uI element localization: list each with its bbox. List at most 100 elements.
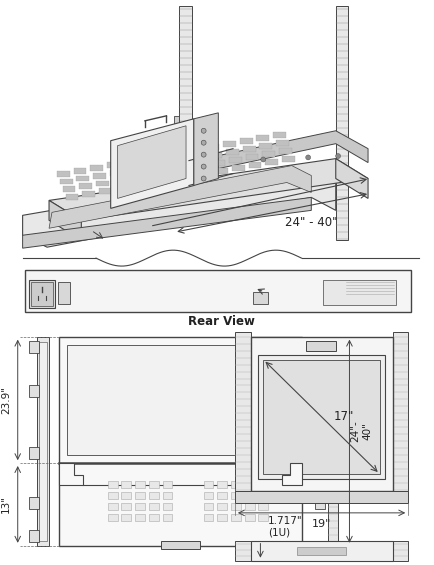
Bar — [37, 337, 49, 546]
Bar — [244, 492, 254, 499]
Bar — [203, 503, 213, 510]
Circle shape — [156, 293, 157, 294]
Bar — [30, 530, 39, 542]
Bar — [250, 337, 391, 491]
Polygon shape — [59, 463, 83, 485]
Circle shape — [162, 293, 164, 294]
Bar — [148, 492, 158, 499]
Bar — [58, 282, 69, 304]
Bar — [121, 514, 131, 521]
Bar — [135, 503, 145, 510]
Bar — [108, 503, 117, 510]
Polygon shape — [162, 168, 175, 175]
Polygon shape — [190, 147, 202, 153]
Polygon shape — [59, 179, 72, 185]
Circle shape — [305, 155, 310, 160]
Polygon shape — [66, 194, 78, 201]
Bar — [250, 541, 391, 560]
Polygon shape — [151, 290, 179, 302]
Circle shape — [173, 297, 174, 299]
Bar — [217, 514, 227, 521]
Polygon shape — [148, 180, 161, 185]
Polygon shape — [206, 144, 219, 150]
Bar — [30, 447, 39, 459]
Polygon shape — [281, 463, 301, 485]
Circle shape — [201, 176, 206, 181]
Bar — [24, 270, 410, 312]
Bar — [258, 492, 268, 499]
Polygon shape — [242, 146, 255, 151]
Bar — [230, 514, 240, 521]
Polygon shape — [159, 160, 172, 167]
Text: 19": 19" — [311, 519, 331, 529]
Text: 24" - 40": 24" - 40" — [284, 216, 337, 229]
Circle shape — [159, 293, 161, 294]
Bar — [108, 492, 117, 499]
Bar — [217, 481, 227, 488]
Polygon shape — [23, 197, 311, 248]
Polygon shape — [276, 140, 288, 146]
Bar — [391, 332, 407, 491]
Polygon shape — [126, 167, 139, 172]
Bar — [244, 481, 254, 488]
Bar — [148, 481, 158, 488]
Polygon shape — [112, 177, 125, 184]
Text: 17": 17" — [333, 410, 353, 423]
Polygon shape — [140, 155, 152, 162]
Bar — [30, 341, 39, 353]
Bar — [230, 492, 240, 499]
Circle shape — [176, 297, 178, 299]
Bar — [217, 492, 227, 499]
Polygon shape — [145, 172, 158, 177]
Polygon shape — [173, 150, 186, 155]
Text: 23.9": 23.9" — [1, 386, 11, 414]
Circle shape — [169, 297, 171, 299]
Bar — [258, 503, 268, 510]
Circle shape — [201, 140, 206, 145]
Bar — [30, 280, 55, 308]
Polygon shape — [195, 163, 208, 168]
Bar — [135, 492, 145, 499]
Bar — [244, 514, 254, 521]
Bar — [108, 514, 117, 521]
Bar — [59, 337, 301, 546]
Circle shape — [166, 293, 167, 294]
Bar — [30, 385, 39, 397]
Bar — [315, 447, 324, 459]
Polygon shape — [179, 166, 191, 172]
Polygon shape — [156, 153, 169, 159]
Bar — [30, 497, 39, 509]
Polygon shape — [49, 166, 311, 228]
Bar — [258, 514, 268, 521]
Bar — [230, 503, 240, 510]
Polygon shape — [265, 159, 277, 164]
Bar — [135, 481, 145, 488]
Polygon shape — [226, 149, 238, 155]
Polygon shape — [212, 159, 225, 166]
Circle shape — [327, 285, 333, 291]
Polygon shape — [129, 175, 141, 180]
Bar — [135, 514, 145, 521]
Bar — [121, 503, 131, 510]
Circle shape — [159, 297, 161, 299]
Bar — [322, 280, 395, 305]
Polygon shape — [194, 113, 218, 185]
Polygon shape — [245, 154, 258, 159]
Polygon shape — [79, 184, 92, 189]
Bar — [306, 341, 335, 351]
Text: 24"-
40": 24"- 40" — [350, 420, 371, 442]
Polygon shape — [218, 131, 367, 168]
Polygon shape — [49, 159, 367, 220]
Bar — [244, 503, 254, 510]
Polygon shape — [198, 171, 211, 176]
Polygon shape — [62, 186, 75, 193]
Polygon shape — [262, 151, 274, 157]
Polygon shape — [90, 164, 102, 171]
Polygon shape — [278, 147, 291, 154]
Polygon shape — [57, 171, 69, 176]
Bar — [234, 491, 407, 503]
Bar — [121, 481, 131, 488]
Circle shape — [341, 285, 347, 291]
Polygon shape — [335, 159, 367, 198]
Circle shape — [201, 152, 206, 157]
